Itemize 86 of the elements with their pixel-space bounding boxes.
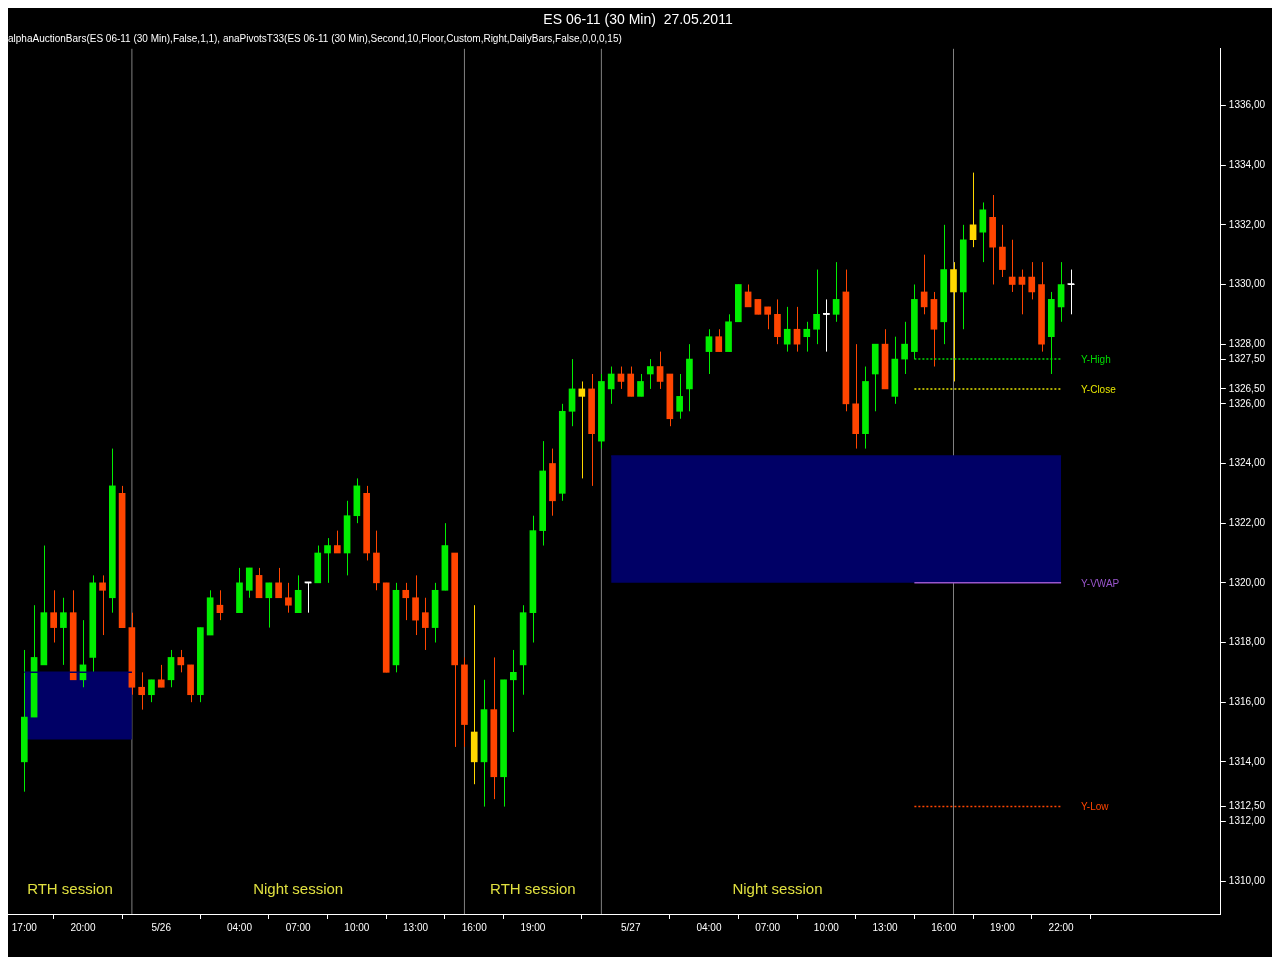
candlestick [656, 351, 664, 390]
candlestick [402, 582, 410, 621]
x-tick-label: 07:00 [755, 921, 781, 933]
x-tick-label: 07:00 [285, 921, 312, 933]
y-tick-label: 1312,00 [1228, 815, 1266, 827]
x-tick-label: 20:00 [70, 921, 96, 933]
x-tick-label: 22:00 [1048, 921, 1075, 933]
y-tick-label: 1312,50 [1228, 800, 1266, 812]
candlestick [50, 589, 57, 644]
annotation: Night session [253, 880, 344, 898]
candlestick [1008, 239, 1016, 293]
chart-title: ES 06-11 (30 Min) 27.05.2011 [543, 11, 733, 28]
annotation: Night session [732, 880, 823, 898]
x-tick-label: 16:00 [461, 921, 488, 933]
candlestick [177, 649, 185, 673]
candlestick [823, 298, 830, 353]
candlestick [285, 582, 292, 614]
candlestick [510, 649, 517, 733]
candlestick [167, 649, 175, 688]
candlestick [148, 679, 155, 703]
chart-subtitle: alphaAuctionBars(ES 06-11 (30 Min),False,1,1), anaPivotsT33(ES 06-11 (30 Min),Second,10,Floor,Custom,Right,DailyBars,False,0,0,0,15) [8, 32, 622, 44]
x-tick-label: 13:00 [403, 921, 429, 933]
candlestick [412, 574, 419, 636]
y-tick-label: 1326,00 [1228, 397, 1266, 409]
candlestick [1028, 261, 1036, 300]
candlestick [568, 358, 576, 427]
candlestick [783, 306, 791, 353]
y-tick-label: 1324,00 [1228, 457, 1266, 469]
x-tick-label: 17:00 [11, 921, 38, 933]
candlestick [157, 664, 165, 688]
candlestick [255, 567, 263, 599]
text: Y-High [1081, 353, 1111, 365]
annotation: RTH session [27, 880, 113, 898]
y-tick-label: 1318,00 [1228, 636, 1266, 648]
text: Y-VWAP [1081, 577, 1120, 589]
candlestick [832, 261, 840, 323]
candlestick [637, 373, 644, 397]
x-tick-label: 13:00 [872, 921, 898, 933]
candlestick [715, 328, 723, 353]
x-tick-label: 04:00 [696, 921, 722, 933]
y-tick-label: 1316,00 [1228, 695, 1266, 707]
annotation: RTH session [490, 880, 576, 898]
text: Y-Close [1081, 383, 1117, 395]
x-tick-label: 5/26 [151, 921, 172, 933]
x-tick-label: 19:00 [520, 921, 546, 933]
candlestick [60, 597, 67, 666]
candlestick [999, 224, 1006, 278]
candlestick [676, 373, 683, 420]
y-tick-label: 1320,00 [1228, 576, 1266, 588]
y-tick-label: 1332,00 [1228, 218, 1266, 230]
y-tick-label: 1327,50 [1228, 352, 1266, 364]
candlestick [422, 597, 429, 651]
candlestick [578, 380, 586, 479]
candlestick [275, 567, 282, 599]
y-tick-label: 1326,50 [1228, 382, 1266, 394]
candlestick [646, 358, 654, 390]
y-tick-label: 1322,00 [1228, 516, 1266, 528]
candlestick [1057, 261, 1065, 323]
y-tick-label: 1334,00 [1228, 158, 1266, 170]
y-tick-label: 1336,00 [1228, 99, 1266, 111]
x-tick-label: 19:00 [989, 921, 1016, 933]
y-tick-label: 1310,00 [1228, 874, 1266, 886]
x-tick-label: 04:00 [226, 921, 253, 933]
candlestick [294, 574, 302, 614]
candlestick [803, 321, 811, 353]
y-tick-label: 1328,00 [1228, 337, 1266, 349]
candlestick [265, 582, 273, 629]
y-tick-label: 1314,00 [1228, 755, 1266, 767]
x-tick-label: 10:00 [813, 921, 840, 933]
candlestick [774, 298, 781, 345]
x-tick-label: 10:00 [344, 921, 370, 933]
candlestick [813, 269, 820, 345]
y-tick-label: 1330,00 [1228, 278, 1266, 290]
candlestick [950, 261, 957, 382]
x-tick-label: 5/27 [620, 921, 641, 933]
candlestick [245, 567, 253, 599]
x-tick-label: 16:00 [931, 921, 957, 933]
candlestick [901, 321, 908, 375]
candlestick [969, 172, 977, 248]
candlestick [99, 574, 106, 636]
candlestick [324, 537, 331, 584]
candlestick [138, 671, 146, 711]
candlestick [979, 201, 987, 263]
candlestick [627, 366, 635, 397]
text: Y-Low [1081, 801, 1110, 813]
candlestick [705, 328, 713, 375]
